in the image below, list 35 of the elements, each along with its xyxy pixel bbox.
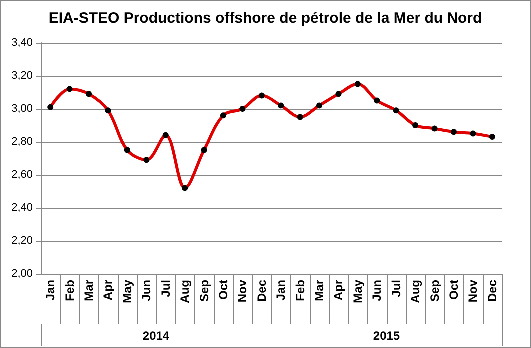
x-tick-label: Sep <box>197 280 212 302</box>
y-tick-label: 2,60 <box>12 169 33 181</box>
x-tick-label: Nov <box>236 280 250 303</box>
x-tick-label: Nov <box>466 280 480 303</box>
text: 2014 <box>142 329 170 343</box>
x-tick-label: Sep <box>428 280 442 302</box>
x-tick-label: Jul <box>158 280 173 298</box>
x-tick-label: Oct <box>216 280 230 300</box>
x-tick-label: Feb <box>293 280 308 302</box>
x-tick-label: May <box>120 280 134 304</box>
x-tick-label: Aug <box>408 280 423 304</box>
x-tick-label: Jun <box>370 280 384 302</box>
text: 2015 <box>373 329 400 343</box>
y-tick-label: 2,00 <box>12 268 33 280</box>
x-tick-label: Jun <box>140 280 154 302</box>
x-tick-label: Mar <box>312 280 327 302</box>
x-tick-label: Dec <box>485 280 500 302</box>
x-tick-label: Jan <box>274 280 288 301</box>
x-tick-label: Mar <box>82 280 96 302</box>
y-tick-label: 2,40 <box>12 202 33 214</box>
x-tick-label: Jul <box>389 280 404 298</box>
x-tick-label: Oct <box>446 280 461 300</box>
y-tick-label: 2,80 <box>12 136 33 148</box>
x-tick-label: Apr <box>332 280 346 301</box>
y-tick-label: 2,20 <box>12 235 33 247</box>
y-tick-label: 3,00 <box>12 103 33 115</box>
x-tick-label: Apr <box>101 280 116 301</box>
x-tick-label: May <box>350 280 365 304</box>
x-tick-label: Dec <box>254 280 269 302</box>
x-tick-label: Aug <box>178 280 192 304</box>
x-tick-label: Feb <box>62 280 77 302</box>
y-tick-label: 3,40 <box>12 37 33 49</box>
chart-title: EIA-STEO Productions offshore de pétrole de la Mer du Nord <box>48 10 482 27</box>
y-tick-label: 3,20 <box>12 70 33 82</box>
x-tick-label: Jan <box>44 280 58 301</box>
